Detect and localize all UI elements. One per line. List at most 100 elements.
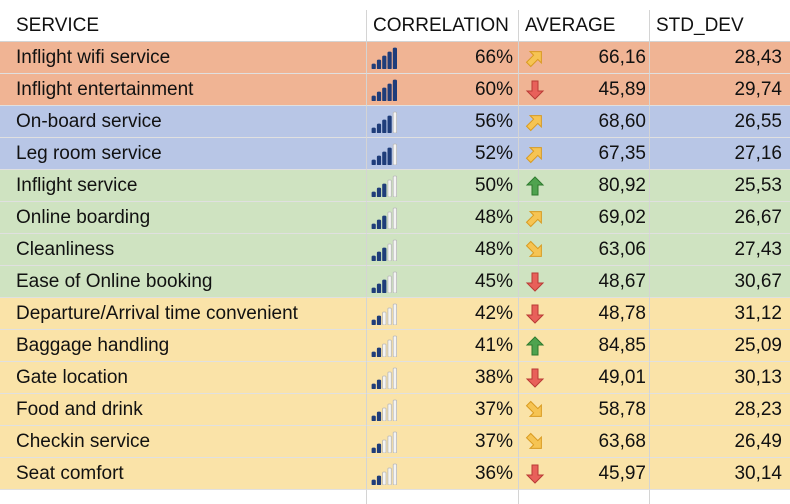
header-std-dev-label: STD_DEV (656, 15, 744, 36)
std-dev-cell[interactable]: 27,16 (650, 138, 790, 170)
signal-bars-icon (371, 47, 397, 69)
correlation-cell[interactable]: 52% (367, 138, 519, 170)
std-dev-cell[interactable]: 29,74 (650, 74, 790, 106)
service-name: Departure/Arrival time convenient (16, 303, 298, 324)
service-name: Ease of Online booking (16, 271, 213, 292)
average-cell[interactable]: 45,97 (519, 458, 650, 490)
empty-cell[interactable] (650, 490, 790, 504)
signal-bars-icon (371, 431, 397, 453)
average-cell[interactable]: 45,89 (519, 74, 650, 106)
average-cell[interactable]: 68,60 (519, 106, 650, 138)
std-dev-cell[interactable]: 31,12 (650, 298, 790, 330)
service-cell[interactable]: Online boarding (0, 202, 367, 234)
average-cell[interactable]: 66,16 (519, 42, 650, 74)
correlation-value: 37% (474, 431, 513, 452)
correlation-cell[interactable]: 50% (367, 170, 519, 202)
table-row: Checkin service 37% 63,68 26,49 (0, 426, 790, 458)
service-name: Inflight entertainment (16, 79, 194, 100)
average-cell[interactable]: 63,06 (519, 234, 650, 266)
header-correlation-label: CORRELATION (373, 15, 509, 36)
std-dev-cell[interactable]: 25,53 (650, 170, 790, 202)
signal-bars-icon (371, 143, 397, 165)
header-service-cell[interactable]: SERVICE (0, 10, 367, 42)
service-cell[interactable]: Food and drink (0, 394, 367, 426)
correlation-cell[interactable]: 56% (367, 106, 519, 138)
trend-arrow-down-right-icon (525, 240, 542, 257)
service-cell[interactable]: Cleanliness (0, 234, 367, 266)
service-cell[interactable]: Seat comfort (0, 458, 367, 490)
correlation-cell[interactable]: 37% (367, 426, 519, 458)
average-cell[interactable]: 48,67 (519, 266, 650, 298)
average-cell[interactable]: 49,01 (519, 362, 650, 394)
service-cell[interactable]: Checkin service (0, 426, 367, 458)
average-cell[interactable]: 69,02 (519, 202, 650, 234)
std-dev-value: 27,16 (734, 143, 782, 164)
average-cell[interactable]: 67,35 (519, 138, 650, 170)
correlation-cell[interactable]: 36% (367, 458, 519, 490)
signal-bars-icon (371, 303, 397, 325)
header-average-cell[interactable]: AVERAGE (519, 10, 650, 42)
std-dev-cell[interactable]: 26,49 (650, 426, 790, 458)
signal-bars-icon (371, 335, 397, 357)
service-cell[interactable]: Departure/Arrival time convenient (0, 298, 367, 330)
std-dev-value: 25,09 (734, 335, 782, 356)
std-dev-cell[interactable]: 28,23 (650, 394, 790, 426)
header-std-dev-cell[interactable]: STD_DEV (650, 10, 790, 42)
average-value: 66,16 (598, 47, 646, 68)
service-name: Gate location (16, 367, 128, 388)
empty-cell[interactable] (367, 490, 519, 504)
table-row: Inflight service 50% 80,92 25,53 (0, 170, 790, 202)
correlation-cell[interactable]: 60% (367, 74, 519, 106)
std-dev-value: 28,23 (734, 399, 782, 420)
correlation-cell[interactable]: 48% (367, 234, 519, 266)
average-cell[interactable]: 63,68 (519, 426, 650, 458)
header-row: SERVICE CORRELATION AVERAGE STD_DEV (0, 10, 790, 42)
empty-cell[interactable] (519, 490, 650, 504)
correlation-value: 38% (474, 367, 513, 388)
service-cell[interactable]: On-board service (0, 106, 367, 138)
service-name: On-board service (16, 111, 162, 132)
header-correlation-cell[interactable]: CORRELATION (367, 10, 519, 42)
trend-arrow-down-icon (525, 272, 545, 292)
std-dev-value: 30,14 (734, 463, 782, 484)
average-cell[interactable]: 80,92 (519, 170, 650, 202)
correlation-cell[interactable]: 48% (367, 202, 519, 234)
average-cell[interactable]: 84,85 (519, 330, 650, 362)
service-cell[interactable]: Baggage handling (0, 330, 367, 362)
trend-arrow-up-right-icon (525, 147, 542, 164)
empty-cell[interactable] (0, 490, 367, 504)
table-row: Seat comfort 36% 45,97 30,14 (0, 458, 790, 490)
service-cell[interactable]: Ease of Online booking (0, 266, 367, 298)
correlation-cell[interactable]: 45% (367, 266, 519, 298)
service-cell[interactable]: Gate location (0, 362, 367, 394)
correlation-cell[interactable]: 41% (367, 330, 519, 362)
correlation-cell[interactable]: 66% (367, 42, 519, 74)
signal-bars-icon (371, 367, 397, 389)
signal-bars-icon (371, 207, 397, 229)
correlation-value: 42% (474, 303, 513, 324)
std-dev-value: 29,74 (734, 79, 782, 100)
std-dev-value: 27,43 (734, 239, 782, 260)
service-cell[interactable]: Inflight service (0, 170, 367, 202)
correlation-cell[interactable]: 37% (367, 394, 519, 426)
std-dev-cell[interactable]: 30,14 (650, 458, 790, 490)
average-cell[interactable]: 58,78 (519, 394, 650, 426)
trend-arrow-up-icon (525, 176, 545, 196)
std-dev-cell[interactable]: 26,55 (650, 106, 790, 138)
std-dev-cell[interactable]: 30,67 (650, 266, 790, 298)
average-value: 45,97 (598, 463, 646, 484)
service-cell[interactable]: Inflight wifi service (0, 42, 367, 74)
std-dev-cell[interactable]: 27,43 (650, 234, 790, 266)
std-dev-cell[interactable]: 26,67 (650, 202, 790, 234)
service-cell[interactable]: Leg room service (0, 138, 367, 170)
correlation-value: 37% (474, 399, 513, 420)
correlation-cell[interactable]: 38% (367, 362, 519, 394)
std-dev-cell[interactable]: 28,43 (650, 42, 790, 74)
std-dev-cell[interactable]: 25,09 (650, 330, 790, 362)
table-row: Baggage handling 41% 84,85 25,09 (0, 330, 790, 362)
service-cell[interactable]: Inflight entertainment (0, 74, 367, 106)
service-name: Seat comfort (16, 463, 124, 484)
average-cell[interactable]: 48,78 (519, 298, 650, 330)
std-dev-cell[interactable]: 30,13 (650, 362, 790, 394)
correlation-cell[interactable]: 42% (367, 298, 519, 330)
